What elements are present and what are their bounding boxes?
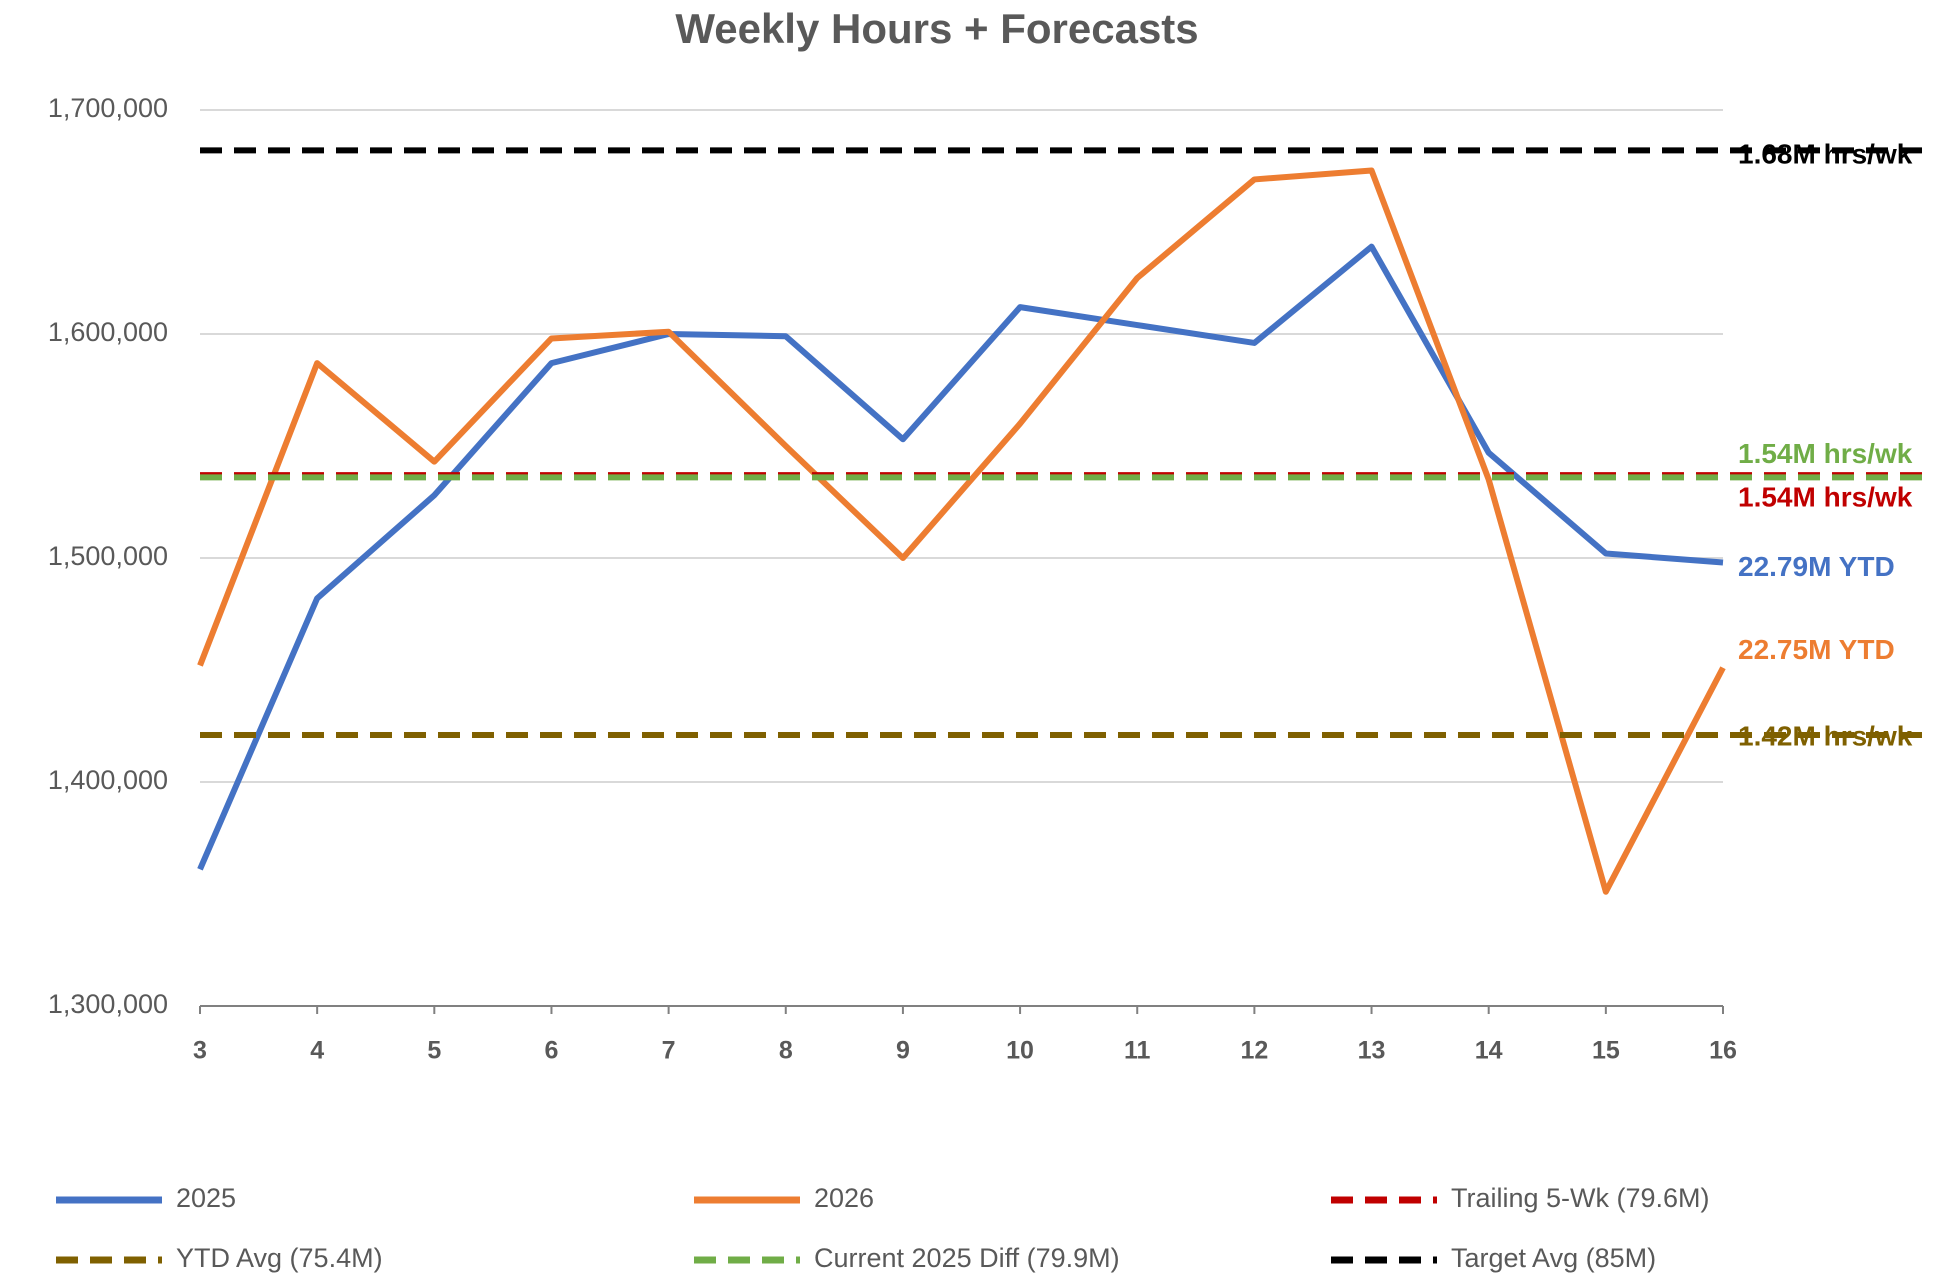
x-tick-label: 3 [193,1037,207,1065]
reference-label: 1.54M hrs/wk [1738,438,1913,469]
x-tick-label: 16 [1709,1037,1737,1065]
legend-label: Trailing 5-Wk (79.6M) [1451,1183,1710,1213]
x-tick-label: 13 [1358,1037,1386,1065]
x-tick-label: 4 [310,1037,324,1065]
reference-label: 1.54M hrs/wk [1738,482,1913,513]
legend-label: 2026 [814,1183,874,1213]
reference-label: 1.42M hrs/wk [1738,720,1913,751]
x-tick-label: 8 [779,1037,793,1065]
y-tick-label: 1,500,000 [48,541,168,571]
legend-label: Target Avg (85M) [1451,1243,1656,1273]
y-tick-label: 1,400,000 [48,765,168,795]
legend-label: YTD Avg (75.4M) [176,1243,383,1273]
chart-title: Weekly Hours + Forecasts [675,5,1198,52]
reference-label: 1.68M hrs/wk [1738,139,1913,170]
x-tick-label: 10 [1006,1037,1034,1065]
y-tick-label: 1,300,000 [48,989,168,1019]
x-tick-label: 6 [545,1037,559,1065]
end-label: 22.79M YTD [1738,551,1895,582]
x-tick-label: 14 [1475,1037,1503,1065]
end-label: 22.75M YTD [1738,634,1895,665]
x-tick-label: 7 [662,1037,676,1065]
legend-label: Current 2025 Diff (79.9M) [814,1243,1120,1273]
x-tick-label: 12 [1240,1037,1268,1065]
legend-label: 2025 [176,1183,236,1213]
line-series [197,167,1726,895]
x-tick-label: 15 [1592,1037,1620,1065]
x-tick-label: 9 [896,1037,910,1065]
x-tick-label: 11 [1124,1037,1151,1065]
y-tick-label: 1,700,000 [48,93,168,123]
y-tick-label: 1,600,000 [48,317,168,347]
x-tick-label: 5 [427,1037,441,1065]
